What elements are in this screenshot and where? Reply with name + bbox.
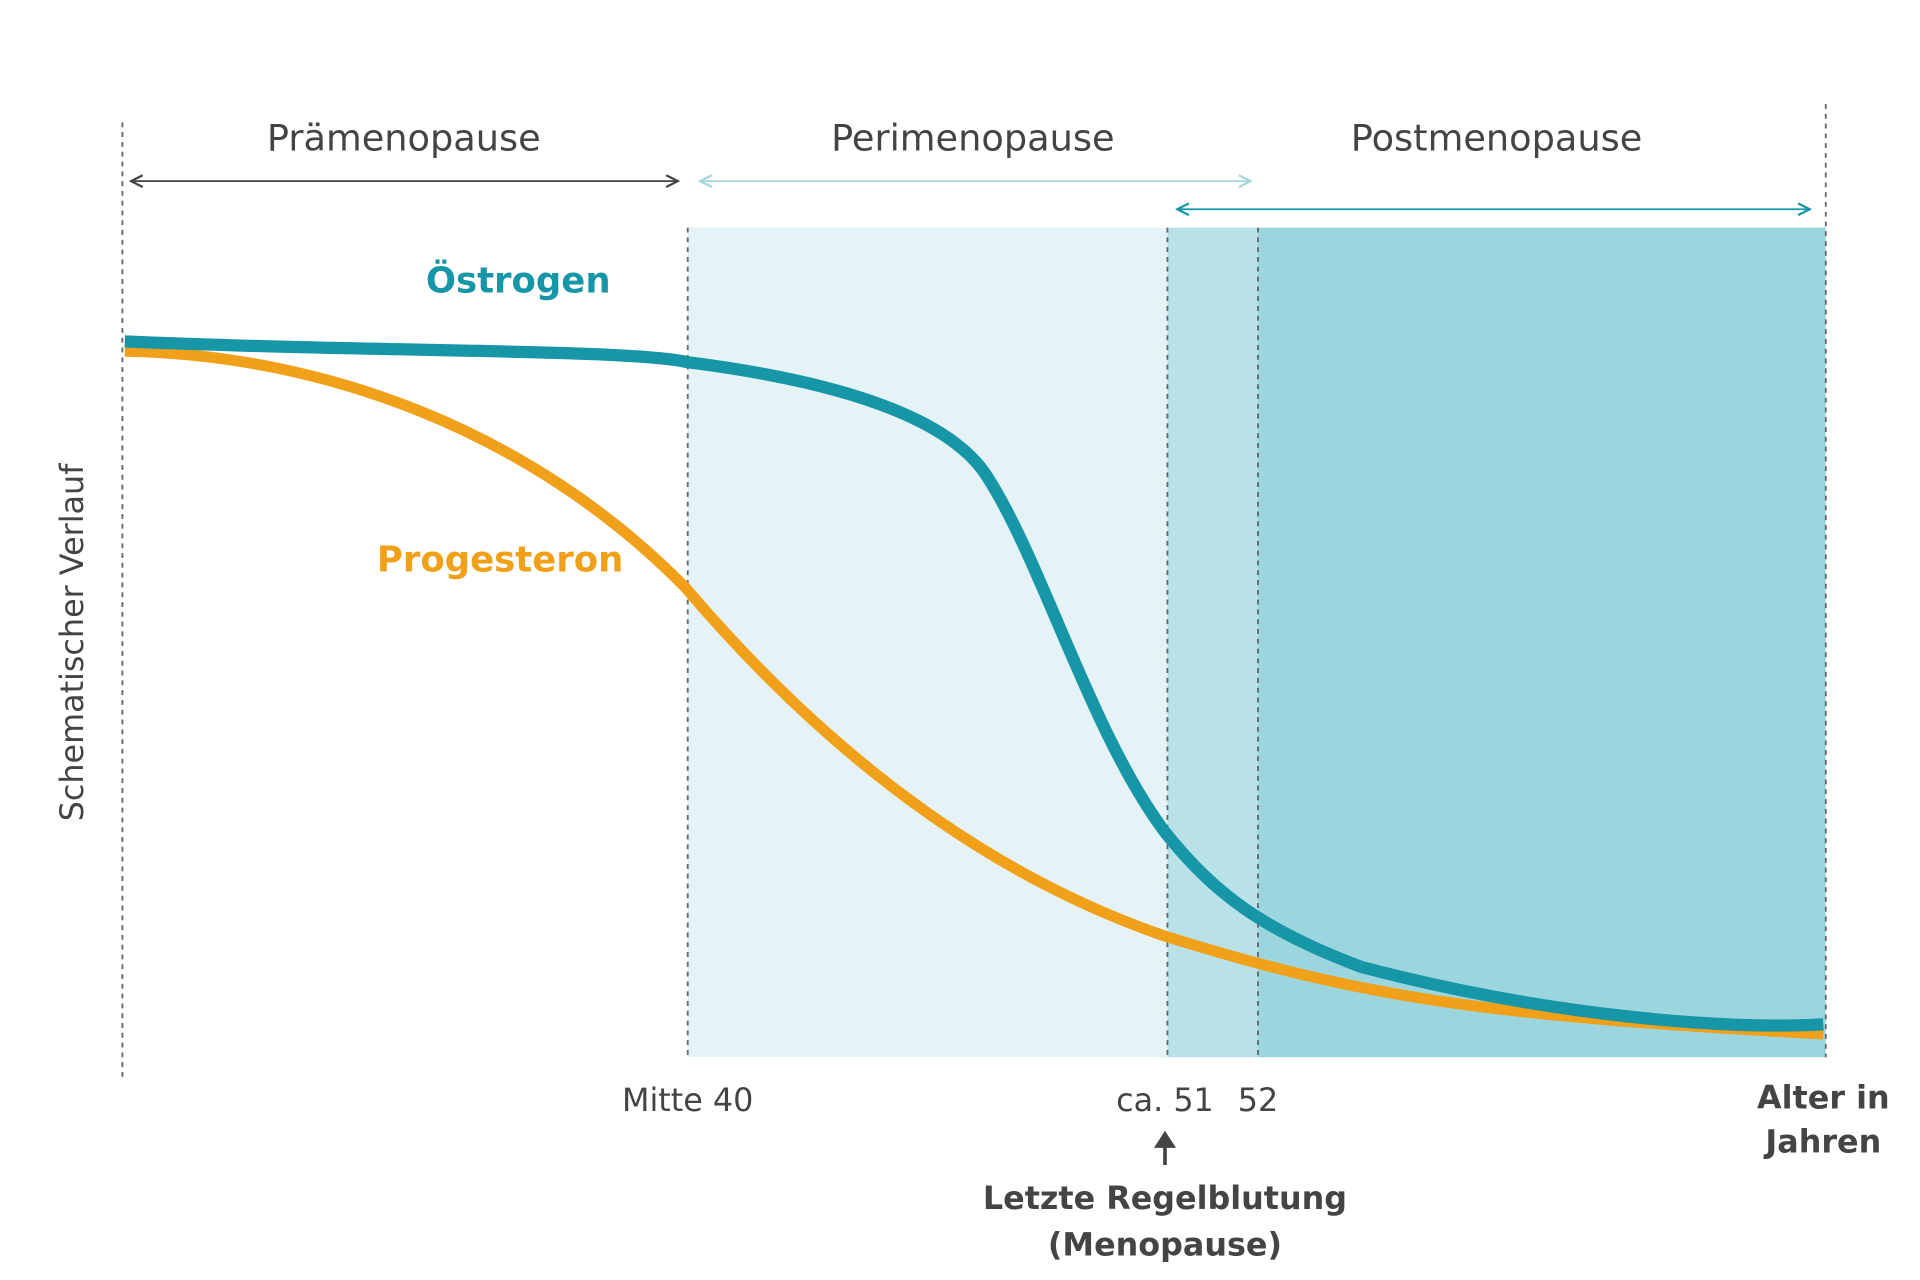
x-marker: Mitte 40 <box>622 1081 753 1119</box>
curve-label: Progesteron <box>377 539 624 580</box>
phase-label: Postmenopause <box>1351 117 1643 160</box>
x-marker: ca. 51 <box>1116 1081 1214 1119</box>
phase-label: Prämenopause <box>267 117 541 160</box>
y-axis-label: Schematischer Verlauf <box>53 463 91 821</box>
progesteron-curve <box>124 345 1824 1040</box>
overlap-band <box>1167 227 1258 1058</box>
oestrogen-curve <box>124 335 1824 1032</box>
phase-label: Perimenopause <box>831 117 1115 160</box>
annotation-arrowhead <box>1153 1130 1176 1148</box>
annotation: Letzte Regelblutung <box>983 1179 1347 1217</box>
x-marker: 52 <box>1238 1081 1278 1119</box>
postmenopause-band <box>1257 227 1826 1058</box>
x-axis-label: Jahren <box>1763 1123 1881 1161</box>
annotation: (Menopause) <box>1048 1226 1282 1264</box>
x-axis-label: Alter in <box>1757 1079 1890 1117</box>
perimenopause-band <box>687 227 1168 1058</box>
curve-label: Östrogen <box>426 259 611 301</box>
